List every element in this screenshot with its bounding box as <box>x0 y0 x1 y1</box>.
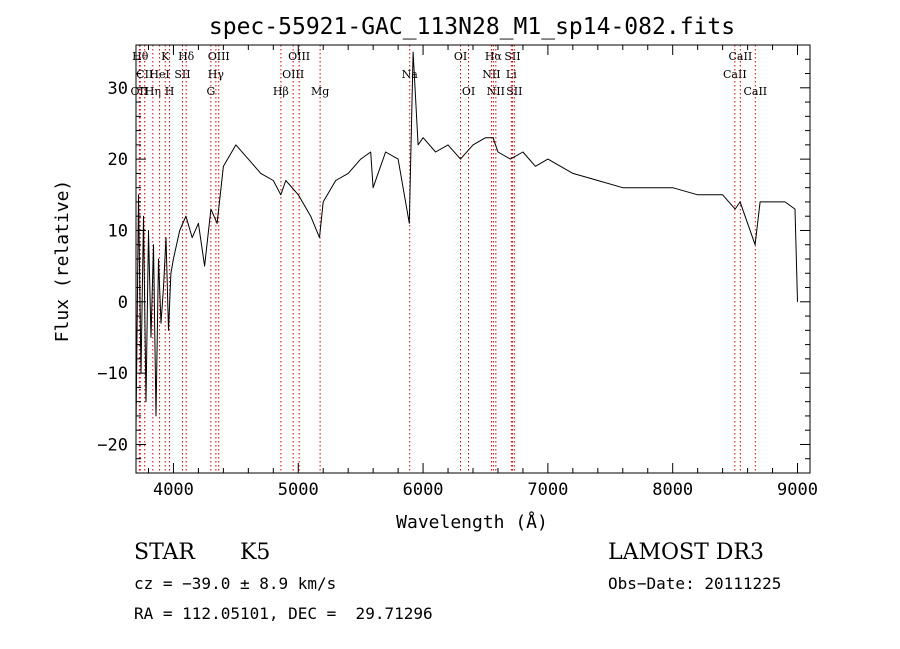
line-marker-label-5: K <box>161 50 170 63</box>
line-marker-label-21: NII <box>487 85 505 98</box>
y-tick-label-2: 0 <box>118 293 128 313</box>
y-tick-label-1: −10 <box>97 364 128 384</box>
x-tick-label-5: 9000 <box>777 480 818 500</box>
line-marker-label-16: Na <box>402 68 419 81</box>
line-marker-label-18: OI <box>462 85 475 98</box>
flux-series-line-0 <box>135 51 798 431</box>
line-marker-label-6: H <box>165 85 175 98</box>
axes: 4000 5000 6000 7000 8000 9000 −20 −10 0 10 20 30 <box>97 45 818 500</box>
line-marker-label-10: Hγ <box>208 68 225 81</box>
object-subclass: K5 <box>240 540 271 565</box>
y-tick-label-4: 20 <box>108 150 128 170</box>
line-marker-label-3: Hη <box>145 85 161 98</box>
line-marker-label-9: G <box>206 85 215 98</box>
line-marker-label-8: Hδ <box>178 50 195 63</box>
line-marker-label-22: Li <box>506 68 517 81</box>
line-marker-label-19: NII <box>482 68 500 81</box>
x-tick-label-1: 5000 <box>278 480 319 500</box>
line-marker-label-14: OIII <box>288 50 310 63</box>
y-tick-label-3: 10 <box>108 221 128 241</box>
line-marker-label-12: Hβ <box>273 85 289 98</box>
line-marker-label-13: OIII <box>282 68 304 81</box>
line-marker-label-15: Mg <box>311 85 329 98</box>
line-marker-label-20: Hα <box>485 50 503 63</box>
x-tick-label-0: 4000 <box>153 480 194 500</box>
line-marker-label-11: OIII <box>208 50 230 63</box>
line-marker-label-23: SII <box>504 50 520 63</box>
plot-frame <box>135 44 811 474</box>
x-tick-label-3: 7000 <box>527 480 568 500</box>
line-marker-label-7: SII <box>174 68 190 81</box>
line-marker-label-26: CaII <box>729 50 753 63</box>
y-tick-label-0: −20 <box>97 435 128 455</box>
line-marker-label-4: HeI <box>149 68 169 81</box>
line-marker-label-0: Hθ <box>132 50 149 63</box>
redshift-line: cz = −39.0 ± 8.9 km/s <box>134 574 337 593</box>
survey-name: LAMOST DR3 <box>608 540 764 565</box>
coords-line: RA = 112.05101, DEC = 29.71296 <box>134 604 433 623</box>
y-tick-label-5: 30 <box>108 79 128 99</box>
x-axis-label: Wavelength (Å) <box>396 511 548 533</box>
obs-date-line: Obs−Date: 20111225 <box>608 574 782 593</box>
x-tick-label-2: 6000 <box>403 480 444 500</box>
object-class: STAR <box>134 540 195 565</box>
line-marker-label-17: OI <box>454 50 467 63</box>
flux-series-layer <box>135 51 798 431</box>
line-markers: HθOIICIIHηHeIKHSIIHδGHγOIIIHβOIIIOIIIMgN… <box>131 45 767 473</box>
line-marker-label-25: CaII <box>723 68 747 81</box>
line-marker-label-2: CII <box>136 68 153 81</box>
x-tick-label-4: 8000 <box>652 480 693 500</box>
y-axis-label: Flux (relative) <box>52 180 73 343</box>
line-marker-label-24: SII <box>506 85 522 98</box>
line-marker-label-27: CaII <box>743 85 767 98</box>
chart-title: spec-55921-GAC_113N28_M1_sp14-082.fits <box>209 14 735 40</box>
